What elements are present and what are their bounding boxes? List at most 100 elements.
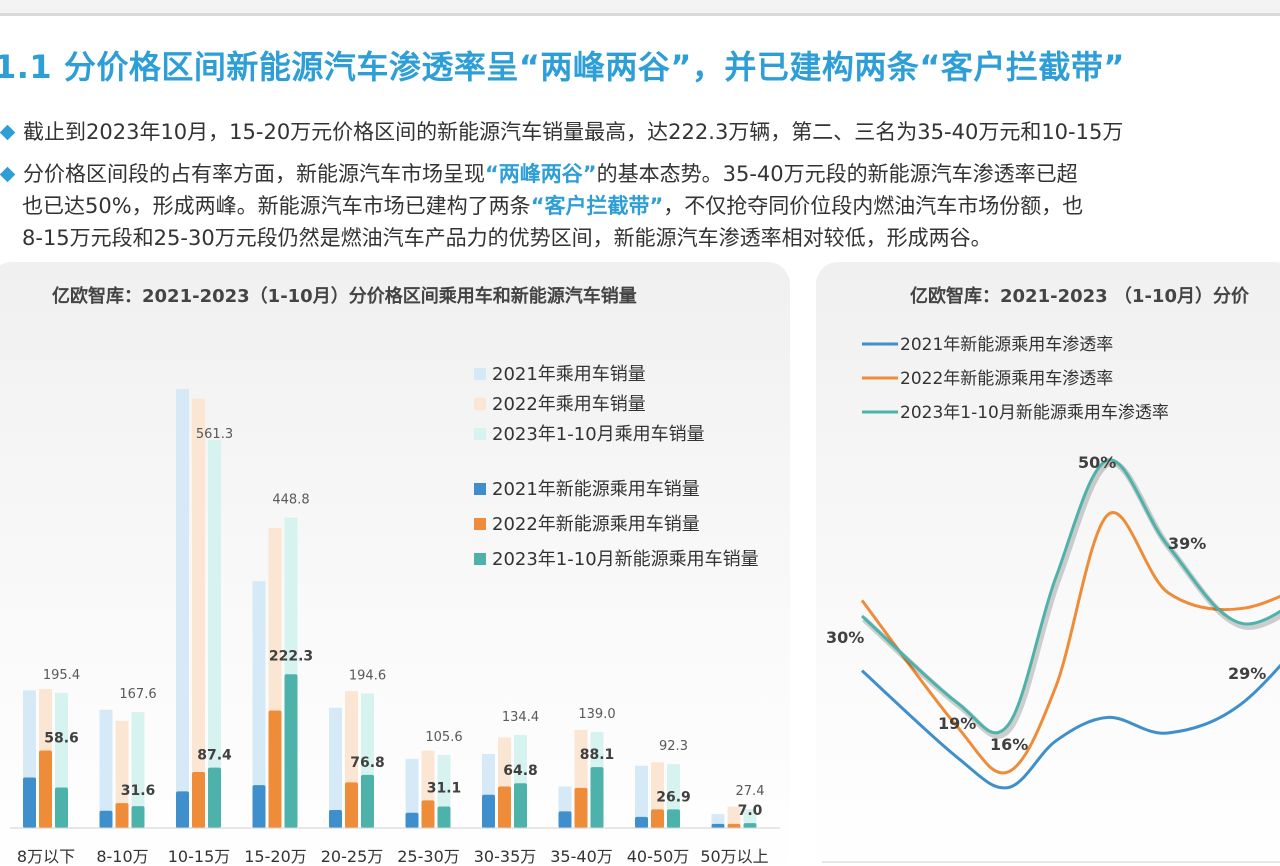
- bar-total-0: [99, 709, 113, 828]
- bar-total-1: [727, 806, 741, 828]
- legend-label: 2022年乘用车销量: [492, 394, 646, 415]
- bar-nev-0: [99, 810, 113, 828]
- label-nev-2023: 26.9: [656, 789, 691, 805]
- bullet-2-text-c: 也已达50%，形成两峰。新能源汽车市场已建构了两条: [22, 194, 531, 218]
- bar-total-2: [131, 712, 145, 828]
- bar-group: 561.3 87.4 10-15万: [168, 388, 233, 866]
- legend-label: 2023年1-10月乘用车销量: [492, 424, 705, 445]
- label-total-2023: 105.6: [425, 730, 462, 745]
- bar-group: 92.3 26.9 40-50万: [627, 739, 691, 866]
- label-nev-2023: 31.1: [427, 780, 462, 796]
- label-nev-2023: 222.3: [269, 648, 313, 664]
- bar-group: 194.6 76.8 20-25万: [321, 668, 386, 866]
- bar-total-1: [192, 398, 205, 828]
- bar-group: 448.8 222.3 15-20万: [244, 493, 313, 866]
- label-nev-2023: 7.0: [738, 803, 763, 819]
- bullet-2-text-b: 的基本态势。35-40万元段的新能源汽车渗透率已超: [596, 162, 1078, 186]
- bar-nev-1: [421, 800, 435, 828]
- bar-total-0: [176, 388, 189, 828]
- label-total-2023: 195.4: [43, 668, 80, 683]
- x-tick-label: 8-10万: [96, 847, 148, 866]
- point-label: 29%: [1228, 664, 1266, 683]
- x-tick-label: 30-35万: [474, 847, 537, 866]
- label-total-2023: 194.6: [349, 668, 386, 683]
- series-line-2: [860, 458, 1280, 735]
- point-label: 30%: [826, 628, 864, 647]
- label-total-2023: 448.8: [272, 493, 309, 508]
- legend-label: 2021年新能源乘用车渗透率: [900, 335, 1113, 355]
- legend-swatch: [474, 428, 486, 440]
- bar-nev-1: [39, 750, 52, 828]
- diamond-bullet-icon: [0, 166, 16, 182]
- label-total-2023: 92.3: [659, 739, 688, 754]
- line-chart-title: 亿欧智库：2021-2023 （1-10月）分价: [910, 286, 1249, 307]
- point-label: 50%: [1078, 453, 1116, 472]
- bar-total-1: [115, 720, 129, 828]
- label-nev-2023: 64.8: [503, 763, 538, 779]
- label-nev-2023: 31.6: [121, 783, 156, 799]
- label-total-2023: 139.0: [578, 707, 615, 722]
- bar-total-2: [208, 439, 221, 828]
- bar-nev-0: [711, 823, 725, 828]
- bar-nev-0: [176, 791, 189, 828]
- bullet-2-text-a: 分价格区间段的占有率方面，新能源汽车市场呈现: [23, 162, 485, 186]
- bar-nev-1: [498, 786, 511, 828]
- label-total-2023: 134.4: [502, 710, 539, 725]
- diamond-bullet-icon: [0, 124, 16, 140]
- bar-total-0: [635, 765, 648, 828]
- x-tick-label: 35-40万: [550, 847, 613, 866]
- label-total-2023: 27.4: [736, 784, 765, 799]
- bar-nev-0: [329, 810, 342, 828]
- series-line-1: [860, 511, 1280, 775]
- bullet-2-text-d: ，不仅抢夺同价位段内燃油汽车市场份额，也: [663, 194, 1084, 218]
- bar-nev-0: [23, 777, 36, 828]
- bar-nev-0: [405, 812, 419, 828]
- bar-group: 105.6 31.1 25-30万: [397, 730, 462, 866]
- bar-nev-2: [361, 774, 374, 828]
- bullet-2-line-3: 8-15万元段和25-30万元段仍然是燃油汽车产品力的优势区间，新能源汽车渗透率…: [22, 226, 992, 250]
- bar-nev-2: [131, 806, 145, 828]
- bar-group: 195.4 58.6 8万以下: [17, 668, 80, 866]
- top-bar: [0, 0, 1280, 16]
- legend-swatch: [474, 398, 486, 410]
- bar-nev-2: [437, 806, 451, 828]
- bar-nev-1: [345, 782, 358, 828]
- bar-nev-2: [590, 767, 604, 828]
- bar-total-0: [405, 758, 419, 828]
- x-tick-label: 10-15万: [168, 847, 231, 866]
- label-nev-2023: 87.4: [197, 748, 232, 764]
- bar-nev-1: [115, 803, 129, 828]
- legend-swatch: [474, 518, 486, 530]
- legend-swatch: [474, 368, 486, 380]
- bar-nev-0: [635, 816, 648, 828]
- label-total-2023: 561.3: [196, 427, 233, 442]
- bar-nev-2: [743, 823, 757, 828]
- bullet-2-highlight-a: “两峰两谷”: [485, 162, 597, 186]
- bar-nev-1: [727, 823, 741, 828]
- bar-chart-title: 亿欧智库：2021-2023（1-10月）分价格区间乘用车和新能源汽车销量: [52, 286, 637, 307]
- point-label: 16%: [990, 735, 1028, 754]
- label-nev-2023: 88.1: [580, 747, 615, 763]
- label-nev-2023: 58.6: [44, 731, 79, 747]
- line-legend: 2021年新能源乘用车渗透率 2022年新能源乘用车渗透率 2023年1-10月新能…: [862, 335, 1169, 423]
- bullet-1-text: 截止到2023年10月，15-20万元价格区间的新能源汽车销量最高，达222.3…: [23, 120, 1124, 144]
- line-chart-panel: [816, 262, 1280, 866]
- bar-group: 167.6 31.6 8-10万: [96, 687, 156, 866]
- series-shadow: [861, 459, 1280, 739]
- bar-nev-0: [252, 785, 266, 828]
- legend-swatch: [474, 553, 486, 565]
- point-label: 19%: [938, 714, 976, 733]
- bar-group: 139.0 88.1 35-40万: [550, 707, 615, 866]
- x-tick-label: 50万以上: [700, 847, 768, 866]
- bar-total-0: [329, 707, 342, 828]
- bar-nev-2: [514, 783, 527, 828]
- legend-label: 2023年1-10月新能源乘用车渗透率: [900, 403, 1169, 423]
- legend-label: 2022年新能源乘用车渗透率: [900, 369, 1113, 389]
- x-tick-label: 8万以下: [17, 847, 75, 866]
- x-tick-label: 20-25万: [321, 847, 384, 866]
- bar-nev-1: [651, 809, 664, 828]
- legend-label: 2021年乘用车销量: [492, 364, 646, 385]
- x-tick-label: 25-30万: [397, 847, 460, 866]
- bar-legend: 2021年乘用车销量 2022年乘用车销量 2023年1-10月乘用车销量 2021年…: [474, 364, 759, 570]
- x-tick-label: 15-20万: [244, 847, 307, 866]
